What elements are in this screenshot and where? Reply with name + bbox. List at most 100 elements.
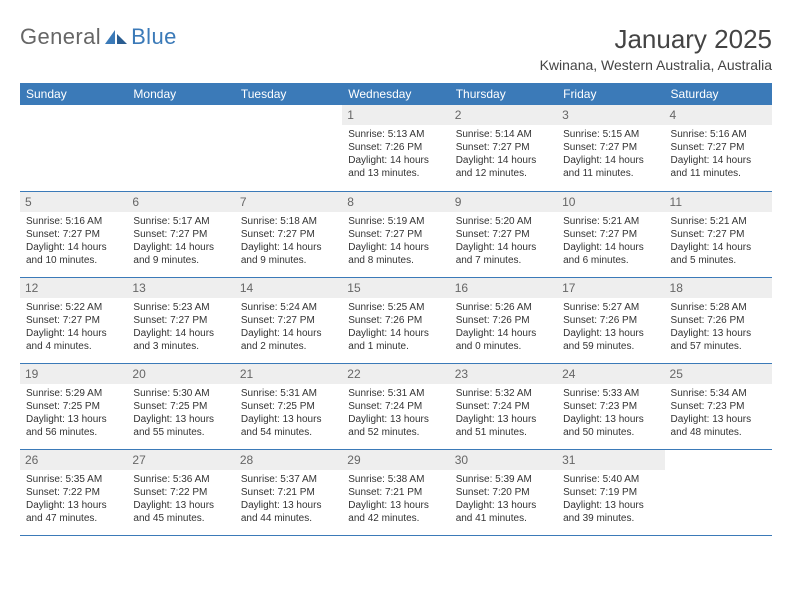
day-info-line: and 9 minutes. — [133, 254, 228, 267]
day-info-line: Sunrise: 5:21 AM — [563, 215, 658, 228]
day-info-line: Sunset: 7:26 PM — [671, 314, 766, 327]
day-info-line: and 52 minutes. — [348, 426, 443, 439]
calendar-head: Sunday Monday Tuesday Wednesday Thursday… — [20, 83, 772, 105]
day-info-line: Daylight: 13 hours — [26, 413, 121, 426]
day-info-line: Sunrise: 5:18 AM — [241, 215, 336, 228]
day-info-line: Daylight: 14 hours — [563, 241, 658, 254]
location-text: Kwinana, Western Australia, Australia — [540, 57, 772, 73]
day-info-line: Sunrise: 5:38 AM — [348, 473, 443, 486]
day-number: 28 — [235, 450, 342, 470]
day-info-line: Daylight: 13 hours — [133, 413, 228, 426]
day-info-line: and 48 minutes. — [671, 426, 766, 439]
day-info-line: and 57 minutes. — [671, 340, 766, 353]
calendar-cell: 21Sunrise: 5:31 AMSunset: 7:25 PMDayligh… — [235, 363, 342, 449]
day-number: 13 — [127, 278, 234, 298]
day-info: Sunrise: 5:31 AMSunset: 7:24 PMDaylight:… — [346, 387, 445, 439]
day-info-line: Sunset: 7:24 PM — [456, 400, 551, 413]
day-info: Sunrise: 5:18 AMSunset: 7:27 PMDaylight:… — [239, 215, 338, 267]
day-info: Sunrise: 5:37 AMSunset: 7:21 PMDaylight:… — [239, 473, 338, 525]
day-info-line: and 3 minutes. — [133, 340, 228, 353]
day-info-line: Sunset: 7:27 PM — [456, 228, 551, 241]
day-info-line: Daylight: 14 hours — [456, 241, 551, 254]
day-info-line: and 9 minutes. — [241, 254, 336, 267]
day-info: Sunrise: 5:23 AMSunset: 7:27 PMDaylight:… — [131, 301, 230, 353]
day-info-line: Sunset: 7:27 PM — [241, 228, 336, 241]
day-info-line: and 44 minutes. — [241, 512, 336, 525]
calendar-page: General Blue January 2025 Kwinana, Weste… — [0, 0, 792, 536]
dayhead-thursday: Thursday — [450, 83, 557, 105]
day-info-line: Daylight: 13 hours — [456, 413, 551, 426]
day-info: Sunrise: 5:26 AMSunset: 7:26 PMDaylight:… — [454, 301, 553, 353]
day-info-line: and 11 minutes. — [563, 167, 658, 180]
title-block: January 2025 Kwinana, Western Australia,… — [540, 24, 772, 73]
day-info-line: Sunset: 7:25 PM — [133, 400, 228, 413]
day-info: Sunrise: 5:22 AMSunset: 7:27 PMDaylight:… — [24, 301, 123, 353]
day-number: 1 — [342, 105, 449, 125]
day-number: 30 — [450, 450, 557, 470]
day-info-line: and 47 minutes. — [26, 512, 121, 525]
day-info: Sunrise: 5:36 AMSunset: 7:22 PMDaylight:… — [131, 473, 230, 525]
day-info-line: Sunset: 7:27 PM — [241, 314, 336, 327]
day-info-line: Sunrise: 5:16 AM — [671, 128, 766, 141]
day-info-line: Sunset: 7:23 PM — [671, 400, 766, 413]
day-info-line: Sunrise: 5:35 AM — [26, 473, 121, 486]
calendar-cell: 11Sunrise: 5:21 AMSunset: 7:27 PMDayligh… — [665, 191, 772, 277]
calendar-cell: 30Sunrise: 5:39 AMSunset: 7:20 PMDayligh… — [450, 449, 557, 535]
day-number: 5 — [20, 192, 127, 212]
day-info: Sunrise: 5:20 AMSunset: 7:27 PMDaylight:… — [454, 215, 553, 267]
calendar-row: 19Sunrise: 5:29 AMSunset: 7:25 PMDayligh… — [20, 363, 772, 449]
day-info: Sunrise: 5:15 AMSunset: 7:27 PMDaylight:… — [561, 128, 660, 180]
day-info: Sunrise: 5:29 AMSunset: 7:25 PMDaylight:… — [24, 387, 123, 439]
day-info: Sunrise: 5:16 AMSunset: 7:27 PMDaylight:… — [24, 215, 123, 267]
day-number: 23 — [450, 364, 557, 384]
day-number: 27 — [127, 450, 234, 470]
day-number: 16 — [450, 278, 557, 298]
day-info-line: Sunset: 7:26 PM — [456, 314, 551, 327]
calendar-cell: 10Sunrise: 5:21 AMSunset: 7:27 PMDayligh… — [557, 191, 664, 277]
calendar-row: 5 Sunrise: 5:16 AMSunset: 7:27 PMDaylight… — [20, 191, 772, 277]
calendar-cell — [665, 449, 772, 535]
day-info: Sunrise: 5:31 AMSunset: 7:25 PMDaylight:… — [239, 387, 338, 439]
day-info-line: Daylight: 14 hours — [26, 241, 121, 254]
day-info-line: Sunrise: 5:30 AM — [133, 387, 228, 400]
calendar-cell: 13 Sunrise: 5:23 AMSunset: 7:27 PMDayligh… — [127, 277, 234, 363]
day-info-line: Sunrise: 5:23 AM — [133, 301, 228, 314]
calendar-cell: 14Sunrise: 5:24 AMSunset: 7:27 PMDayligh… — [235, 277, 342, 363]
day-info-line: Sunset: 7:27 PM — [671, 228, 766, 241]
day-info-line: Daylight: 13 hours — [563, 499, 658, 512]
day-info-line: Sunrise: 5:22 AM — [26, 301, 121, 314]
calendar-cell: 6Sunrise: 5:17 AMSunset: 7:27 PMDaylight… — [127, 191, 234, 277]
day-info-line: Daylight: 14 hours — [563, 154, 658, 167]
dayhead-sunday: Sunday — [20, 83, 127, 105]
day-info-line: Sunset: 7:25 PM — [26, 400, 121, 413]
day-info-line: Sunset: 7:27 PM — [563, 228, 658, 241]
day-info: Sunrise: 5:17 AMSunset: 7:27 PMDaylight:… — [131, 215, 230, 267]
day-info: Sunrise: 5:21 AMSunset: 7:27 PMDaylight:… — [669, 215, 768, 267]
sail-icon — [103, 28, 129, 46]
day-info-line: and 56 minutes. — [26, 426, 121, 439]
day-info: Sunrise: 5:25 AMSunset: 7:26 PMDaylight:… — [346, 301, 445, 353]
day-info-line: Sunset: 7:27 PM — [133, 314, 228, 327]
day-number: 20 — [127, 364, 234, 384]
day-info-line: Daylight: 14 hours — [26, 327, 121, 340]
day-info-line: Sunset: 7:27 PM — [348, 228, 443, 241]
day-number: 7 — [235, 192, 342, 212]
day-info-line: and 6 minutes. — [563, 254, 658, 267]
day-info-line: Sunset: 7:23 PM — [563, 400, 658, 413]
day-info-line: Sunset: 7:24 PM — [348, 400, 443, 413]
day-info: Sunrise: 5:30 AMSunset: 7:25 PMDaylight:… — [131, 387, 230, 439]
calendar-cell: 27 Sunrise: 5:36 AMSunset: 7:22 PMDayligh… — [127, 449, 234, 535]
day-info-line: Daylight: 14 hours — [348, 241, 443, 254]
day-info-line: and 42 minutes. — [348, 512, 443, 525]
day-number: 9 — [450, 192, 557, 212]
day-info-line: Sunrise: 5:29 AM — [26, 387, 121, 400]
day-info-line: and 39 minutes. — [563, 512, 658, 525]
day-info-line: Daylight: 14 hours — [456, 154, 551, 167]
day-info-line: Daylight: 13 hours — [133, 499, 228, 512]
calendar-cell: 8Sunrise: 5:19 AMSunset: 7:27 PMDaylight… — [342, 191, 449, 277]
day-info: Sunrise: 5:13 AMSunset: 7:26 PMDaylight:… — [346, 128, 445, 180]
day-info-line: Daylight: 14 hours — [133, 241, 228, 254]
day-info-line: and 50 minutes. — [563, 426, 658, 439]
day-info-line: Daylight: 13 hours — [456, 499, 551, 512]
day-info: Sunrise: 5:21 AMSunset: 7:27 PMDaylight:… — [561, 215, 660, 267]
